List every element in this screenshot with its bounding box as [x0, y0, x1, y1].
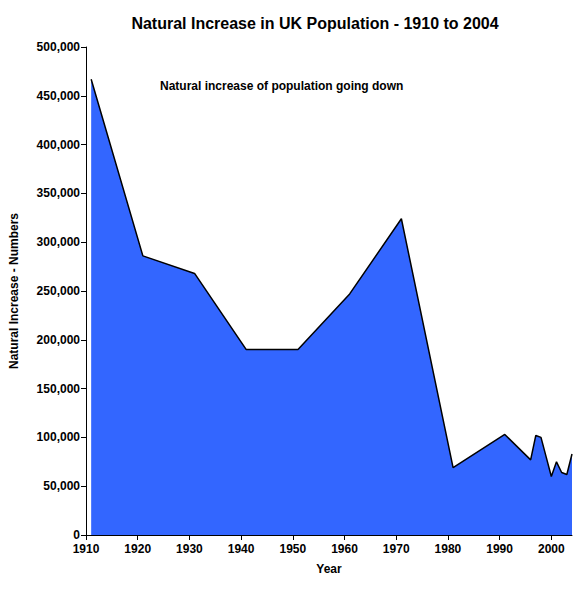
svg-text:1990: 1990 — [486, 542, 513, 556]
svg-text:500,000: 500,000 — [37, 40, 81, 54]
svg-text:300,000: 300,000 — [37, 235, 81, 249]
svg-text:200,000: 200,000 — [37, 333, 81, 347]
svg-text:1980: 1980 — [435, 542, 462, 556]
svg-text:350,000: 350,000 — [37, 186, 81, 200]
svg-text:Natural Increase in UK Populat: Natural Increase in UK Population - 1910… — [131, 15, 498, 32]
svg-text:1910: 1910 — [73, 542, 100, 556]
svg-text:2000: 2000 — [538, 542, 565, 556]
svg-text:150,000: 150,000 — [37, 382, 81, 396]
svg-text:250,000: 250,000 — [37, 284, 81, 298]
svg-text:Natural increase of population: Natural increase of population going dow… — [160, 79, 403, 93]
svg-text:1950: 1950 — [279, 542, 306, 556]
svg-text:450,000: 450,000 — [37, 89, 81, 103]
svg-text:1930: 1930 — [176, 542, 203, 556]
svg-text:1960: 1960 — [331, 542, 358, 556]
svg-text:Natural Increase - Numbers: Natural Increase - Numbers — [7, 213, 21, 369]
svg-text:1920: 1920 — [124, 542, 151, 556]
svg-text:100,000: 100,000 — [37, 430, 81, 444]
svg-text:Year: Year — [316, 562, 342, 576]
svg-text:50,000: 50,000 — [43, 479, 80, 493]
svg-text:1940: 1940 — [228, 542, 255, 556]
svg-text:0: 0 — [73, 528, 80, 542]
svg-text:1970: 1970 — [383, 542, 410, 556]
svg-text:400,000: 400,000 — [37, 138, 81, 152]
